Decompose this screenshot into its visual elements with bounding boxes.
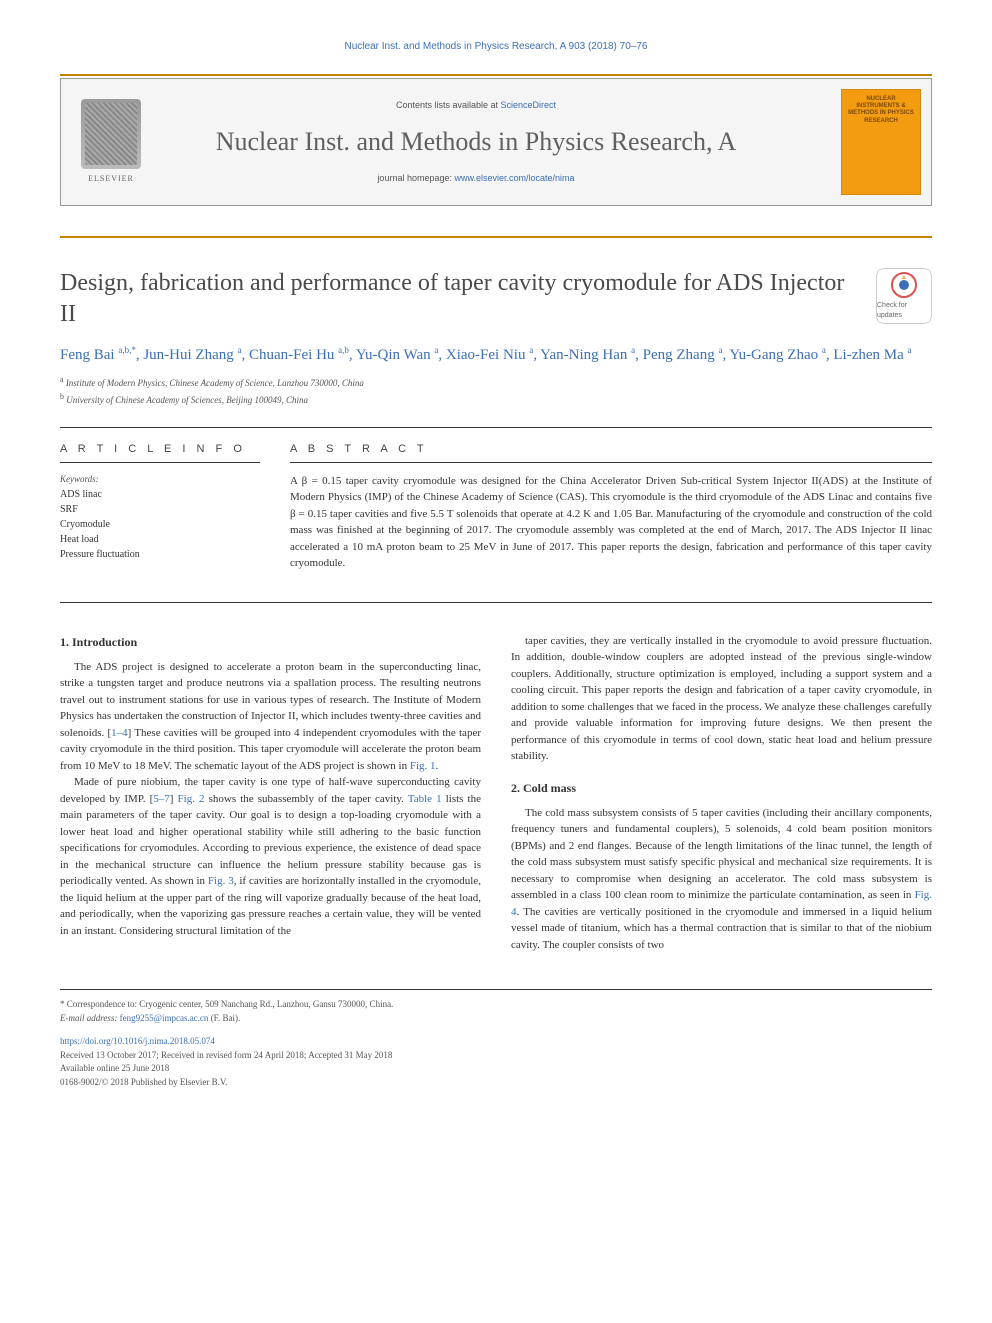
intro-p2: Made of pure niobium, the taper cavity i… (60, 774, 481, 939)
keywords-list: ADS linacSRFCryomoduleHeat loadPressure … (60, 487, 260, 562)
journal-cover-thumb: NUCLEAR INSTRUMENTS & METHODS IN PHYSICS… (841, 89, 921, 195)
rule-under-abstract-heading (290, 462, 932, 463)
abstract-text: A β = 0.15 taper cavity cryomodule was d… (290, 473, 932, 572)
keyword-item: Cryomodule (60, 517, 260, 532)
doi-line: https://doi.org/10.1016/j.nima.2018.05.0… (60, 1035, 932, 1049)
homepage-prefix: journal homepage: (377, 173, 454, 183)
keyword-item: SRF (60, 502, 260, 517)
email-line: E-mail address: feng9255@impcas.ac.cn (F… (60, 1012, 932, 1026)
doi-link[interactable]: https://doi.org/10.1016/j.nima.2018.05.0… (60, 1036, 215, 1046)
rule-below-abstract (60, 602, 932, 603)
footer-block: * Correspondence to: Cryogenic center, 5… (60, 989, 932, 1089)
keywords-label: Keywords: (60, 473, 260, 486)
email-link[interactable]: feng9255@impcas.ac.cn (120, 1013, 209, 1023)
keyword-item: Heat load (60, 532, 260, 547)
keyword-item: ADS linac (60, 487, 260, 502)
rule-under-info-heading (60, 462, 260, 463)
copyright-line: 0168-9002/© 2018 Published by Elsevier B… (60, 1076, 932, 1090)
affiliation-line: b University of Chinese Academy of Scien… (60, 391, 932, 408)
header-rule-top (60, 74, 932, 76)
elsevier-label: ELSEVIER (88, 173, 134, 184)
affiliations: a Institute of Modern Physics, Chinese A… (60, 374, 932, 407)
journal-header: ELSEVIER Contents lists available at Sci… (60, 78, 932, 206)
elsevier-tree-icon (81, 99, 141, 169)
history-line: Received 13 October 2017; Received in re… (60, 1049, 932, 1063)
homepage-line: journal homepage: www.elsevier.com/locat… (161, 172, 791, 185)
abstract-heading: A B S T R A C T (290, 442, 932, 457)
header-rule-bottom (60, 236, 932, 238)
coldmass-heading: 2. Cold mass (511, 779, 932, 797)
intro-p3: taper cavities, they are vertically inst… (511, 633, 932, 765)
corr-marker: * (60, 999, 65, 1009)
journal-cover-title: NUCLEAR INSTRUMENTS & METHODS IN PHYSICS… (846, 96, 916, 125)
abstract-block: A B S T R A C T A β = 0.15 taper cavity … (290, 442, 932, 571)
corr-text: Correspondence to: Cryogenic center, 509… (67, 999, 394, 1009)
contents-prefix: Contents lists available at (396, 100, 501, 110)
email-label: E-mail address: (60, 1013, 117, 1023)
journal-name: Nuclear Inst. and Methods in Physics Res… (161, 124, 791, 160)
available-line: Available online 25 June 2018 (60, 1062, 932, 1076)
updates-label: Check for updates (877, 301, 931, 321)
correspondence-line: * Correspondence to: Cryogenic center, 5… (60, 998, 932, 1012)
updates-icon (890, 271, 918, 299)
homepage-link[interactable]: www.elsevier.com/locate/nima (455, 173, 575, 183)
sciencedirect-link[interactable]: ScienceDirect (501, 100, 557, 110)
affiliation-line: a Institute of Modern Physics, Chinese A… (60, 374, 932, 391)
keyword-item: Pressure fluctuation (60, 547, 260, 562)
coldmass-p1: The cold mass subsystem consists of 5 ta… (511, 805, 932, 954)
intro-p1: The ADS project is designed to accelerat… (60, 659, 481, 775)
contents-line: Contents lists available at ScienceDirec… (161, 99, 791, 112)
article-info-heading: A R T I C L E I N F O (60, 442, 260, 457)
running-header: Nuclear Inst. and Methods in Physics Res… (60, 40, 932, 54)
article-info-block: A R T I C L E I N F O Keywords: ADS lina… (60, 442, 260, 571)
body-columns: 1. Introduction The ADS project is desig… (60, 633, 932, 954)
email-owner: (F. Bai). (211, 1013, 241, 1023)
intro-heading: 1. Introduction (60, 633, 481, 651)
article-title: Design, fabrication and performance of t… (60, 268, 856, 330)
authors-line: Feng Bai a,b,*, Jun-Hui Zhang a, Chuan-F… (60, 344, 932, 367)
check-updates-badge[interactable]: Check for updates (876, 268, 932, 324)
rule-above-info (60, 427, 932, 428)
elsevier-logo: ELSEVIER (71, 89, 151, 195)
